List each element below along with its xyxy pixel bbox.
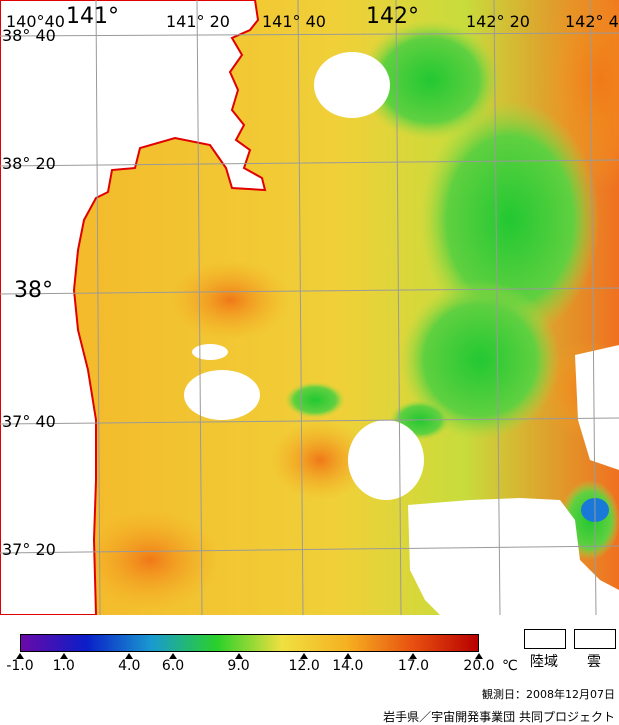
lat-label: 38° xyxy=(14,278,53,303)
colorbar-tick-mark xyxy=(16,653,24,659)
land-key-label: 陸域 xyxy=(530,654,558,670)
colorbar-tick-label: 14.0 xyxy=(332,658,364,674)
warm-patch xyxy=(170,260,290,340)
cool-patch xyxy=(420,100,600,340)
sst-map: 140°40 141° 141° 20 141° 40 142° 142° 20… xyxy=(0,0,619,615)
lon-label: 142° 20 xyxy=(466,12,530,31)
colorbar-tick-mark xyxy=(343,653,352,659)
lon-label: 141° 20 xyxy=(166,12,230,31)
lon-label: 141° 40 xyxy=(262,12,326,31)
cool-patch xyxy=(285,382,345,418)
warm-patch xyxy=(80,510,220,610)
land-area xyxy=(0,0,267,615)
colorbar-tick-label: -1.0 xyxy=(6,658,34,674)
cool-patch xyxy=(400,280,560,440)
lon-label: 141° xyxy=(66,4,119,29)
colorbar-tick-label: 6.0 xyxy=(161,658,185,674)
lon-label: 142° xyxy=(366,4,419,29)
colorbar-tick-mark xyxy=(234,653,243,659)
colorbar-tick-mark xyxy=(300,653,309,659)
observation-date: 観測日：2008年12月07日 xyxy=(482,688,615,701)
cloud-area xyxy=(575,345,619,470)
cloud-area xyxy=(184,370,260,420)
grid xyxy=(0,0,619,615)
colorbar-tick-label: 9.0 xyxy=(227,658,250,674)
cloud-key-label: 雲 xyxy=(587,654,601,670)
legend: -1.0 1.0 4.0 6.0 9.0 12.0 14.0 17.0 20.0 ℃ 陸域 雲 … xyxy=(0,620,619,725)
cloud-area xyxy=(348,420,424,500)
temperature-colorbar xyxy=(20,634,479,652)
cloud-key-swatch xyxy=(574,629,616,649)
lon-label: 142° 40 xyxy=(565,12,619,31)
lat-label: 37° 40 xyxy=(2,412,56,431)
colorbar-tick-mark xyxy=(169,653,177,659)
colorbar-tick-mark xyxy=(409,653,418,659)
colorbar-tick-label: 1.0 xyxy=(52,658,75,674)
colorbar-tick-mark xyxy=(59,653,68,659)
colorbar-tick-label: 4.0 xyxy=(118,658,141,674)
cloud-area xyxy=(408,498,619,615)
credit-text: 岩手県／宇宙開発事業団 共同プロジェクト xyxy=(383,710,615,724)
colorbar-tick-label: 12.0 xyxy=(288,658,320,674)
colorbar-tick-mark xyxy=(475,653,483,659)
sst-map-image xyxy=(0,0,619,615)
cloud-area xyxy=(314,52,390,118)
lon-label: 140°40 xyxy=(6,12,65,31)
lat-label: 38° 20 xyxy=(2,154,56,173)
colorbar-tick-label: 17.0 xyxy=(397,658,430,674)
colorbar-tick-mark xyxy=(125,653,134,659)
land-key-swatch xyxy=(524,629,566,649)
lat-label: 38° 40 xyxy=(2,26,56,45)
cool-patch xyxy=(360,20,500,140)
warm-patch xyxy=(270,420,370,500)
lat-label: 37° 20 xyxy=(2,540,56,559)
unit-label: ℃ xyxy=(502,658,518,674)
colorbar-tick-label: 20.0 xyxy=(463,658,495,674)
cloud-area xyxy=(192,344,228,360)
